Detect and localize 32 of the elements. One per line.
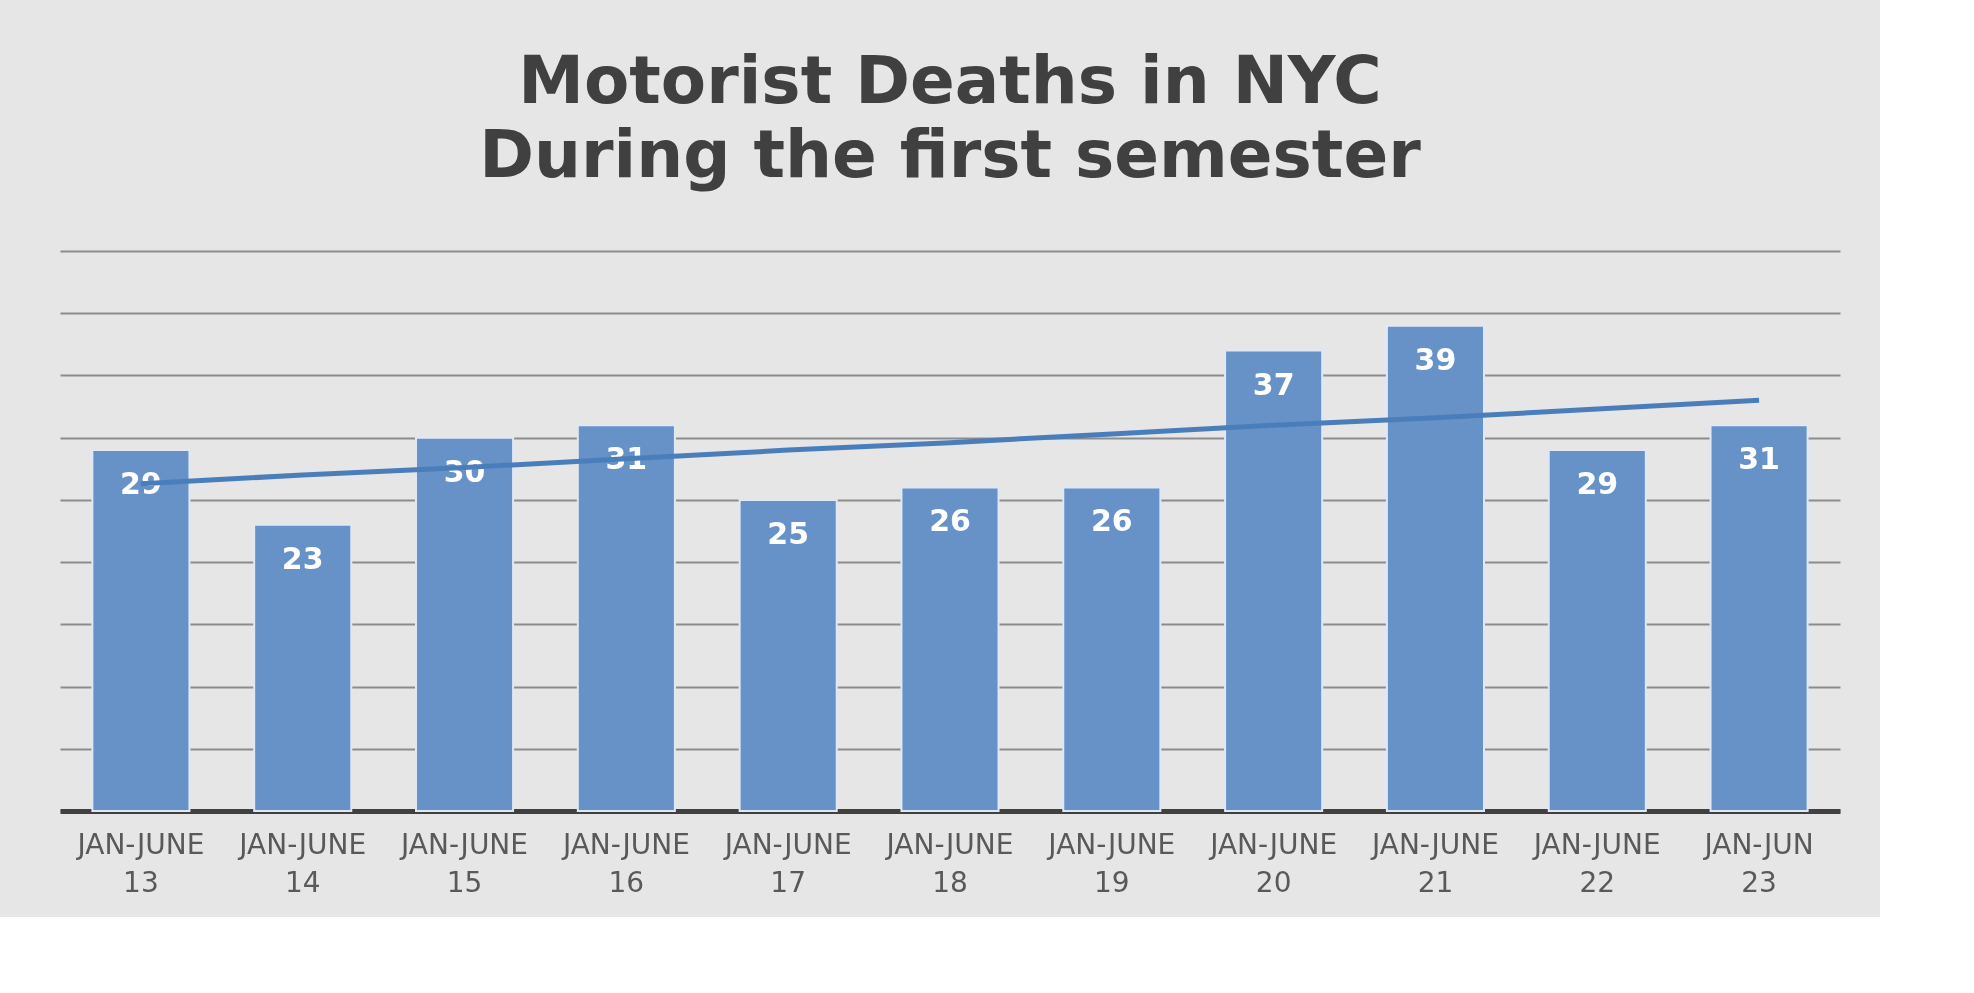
data-label: 39 [1414, 341, 1457, 377]
chart-title: Motorist Deaths in NYC [518, 42, 1382, 119]
bar [1062, 486, 1162, 812]
x-tick-label: JAN-JUNE 13 [75, 827, 205, 899]
x-tick-label: JAN-JUNE 22 [1531, 827, 1661, 899]
chart-subtitle: During the first semester [479, 116, 1422, 193]
data-label: 26 [929, 503, 971, 539]
bar [253, 523, 353, 812]
bar [900, 486, 1000, 812]
bar [1709, 424, 1809, 812]
data-label: 29 [1576, 466, 1619, 502]
x-tick-label: JAN-JUNE 17 [722, 827, 852, 899]
x-tick-label: JAN-JUN 23 [1702, 827, 1814, 899]
x-tick-label: JAN-JUNE 14 [237, 827, 367, 899]
data-label: 23 [281, 540, 324, 576]
x-tick-label: JAN-JUNE 18 [884, 827, 1014, 899]
x-tick-label: JAN-JUNE 19 [1046, 827, 1176, 899]
data-label: 31 [1738, 441, 1780, 477]
bar [1385, 324, 1485, 812]
bar [738, 498, 838, 812]
bar [91, 449, 191, 812]
bar [1224, 349, 1324, 812]
bar [415, 436, 515, 812]
x-tick-label: JAN-JUNE 20 [1208, 827, 1338, 899]
x-tick-label: JAN-JUNE 15 [399, 827, 529, 899]
data-label: 26 [1090, 503, 1133, 539]
bar [1547, 449, 1647, 812]
x-tick-label: JAN-JUNE 16 [560, 827, 690, 899]
x-tick-label: JAN-JUNE 21 [1369, 827, 1499, 899]
data-label: 37 [1252, 366, 1295, 402]
bar [576, 424, 676, 812]
data-label: 25 [767, 515, 810, 551]
